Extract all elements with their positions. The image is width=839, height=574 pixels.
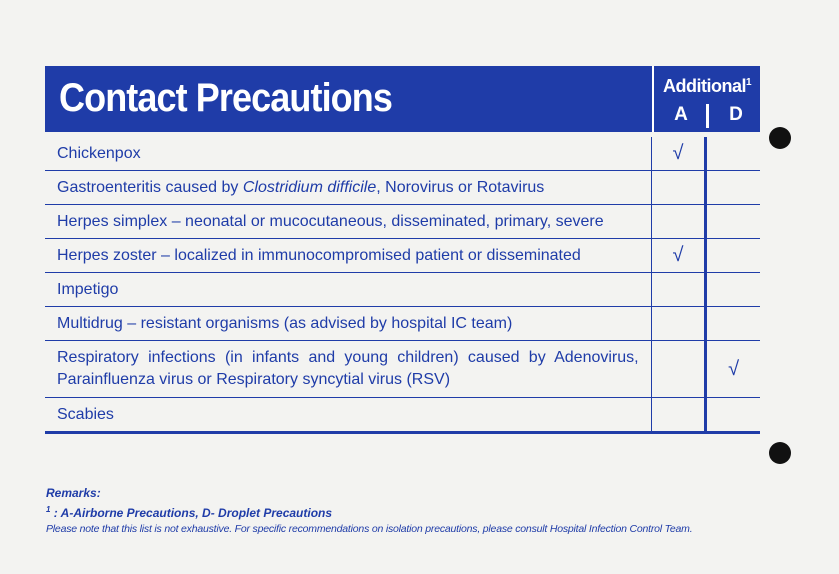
condition: Multidrug – resistant organisms (as advi…	[45, 306, 652, 341]
condition: Herpes zoster – localized in immunocompr…	[45, 238, 652, 273]
col-a-cell: √	[650, 238, 706, 273]
condition-text: Chickenpox	[57, 144, 141, 162]
col-a: A	[674, 104, 688, 125]
row: Impetigo	[45, 272, 760, 307]
condition: Scabies	[45, 397, 652, 434]
check: √	[728, 357, 740, 380]
footnote-mark: 1	[745, 77, 752, 88]
condition-text: Scabies	[57, 405, 114, 423]
header: Contact Precautions Additional1 A D	[45, 66, 760, 132]
divider	[652, 66, 654, 132]
col-d: D	[729, 104, 743, 125]
condition-text: Herpes zoster – localized in immunocompr…	[57, 246, 581, 264]
additional-heading: Additional1	[654, 76, 760, 97]
col-d-cell	[704, 170, 760, 205]
col-d-cell	[704, 204, 760, 239]
precautions-table: Chickenpox √ Gastroenteritis caused by Clo…	[45, 137, 760, 434]
condition: Respiratory infections (in infants and y…	[45, 340, 652, 398]
row: Respiratory infections (in infants and y…	[45, 340, 760, 398]
additional: Additional	[662, 76, 747, 96]
condition: Chickenpox	[45, 137, 652, 171]
col-a-cell: √	[650, 137, 706, 171]
col-a-cell	[650, 340, 706, 398]
col-d-cell	[704, 137, 760, 171]
condition-text: Respiratory infections (in infants and y…	[57, 349, 639, 388]
row: Herpes zoster – localized in immunocompr…	[45, 238, 760, 273]
condition: Impetigo	[45, 272, 652, 307]
col-d-cell	[704, 238, 760, 273]
row: Gastroenteritis caused by Clostridium di…	[45, 170, 760, 205]
divider	[706, 104, 709, 128]
check: √	[672, 244, 684, 266]
col-a-cell	[650, 397, 706, 434]
punch-hole	[769, 127, 791, 149]
row: Multidrug – resistant organisms (as advi…	[45, 306, 760, 341]
remarks: Remarks: 1 : A-Airborne Precautions, D- …	[46, 486, 693, 535]
condition: Herpes simplex – neonatal or mucocutaneo…	[45, 204, 652, 239]
col-a-cell	[650, 272, 706, 307]
col-a-cell	[650, 170, 706, 205]
footnote-mark: 1	[46, 505, 51, 514]
condition-text: Multidrug – resistant organisms (as advi…	[57, 314, 513, 332]
condition-text: , Norovirus or Rotavirus	[376, 178, 545, 196]
condition-text: Impetigo	[57, 280, 119, 298]
remarks-heading: Remarks:	[46, 486, 101, 500]
title: Contact Precautions	[59, 76, 393, 120]
condition: Gastroenteritis caused by Clostridium di…	[45, 170, 652, 205]
check: √	[672, 142, 684, 164]
row: Chickenpox √	[45, 137, 760, 171]
col-d-cell: √	[704, 340, 760, 398]
col-d-cell	[704, 397, 760, 434]
condition-text: Herpes simplex – neonatal or mucocutaneo…	[57, 212, 604, 230]
col-a-cell	[650, 306, 706, 341]
condition-text: Gastroenteritis caused by	[57, 178, 243, 196]
row: Herpes simplex – neonatal or mucocutaneo…	[45, 204, 760, 239]
row: Scabies	[45, 397, 760, 434]
col-d-cell	[704, 272, 760, 307]
punch-hole	[769, 442, 791, 464]
col-d-cell	[704, 306, 760, 341]
footnote: : A-Airborne Precautions, D- Droplet Pre…	[50, 506, 333, 520]
note: Please note that this list is not exhaus…	[46, 523, 693, 535]
col-a-cell	[650, 204, 706, 239]
condition-text: Clostridium difficile	[242, 178, 377, 196]
